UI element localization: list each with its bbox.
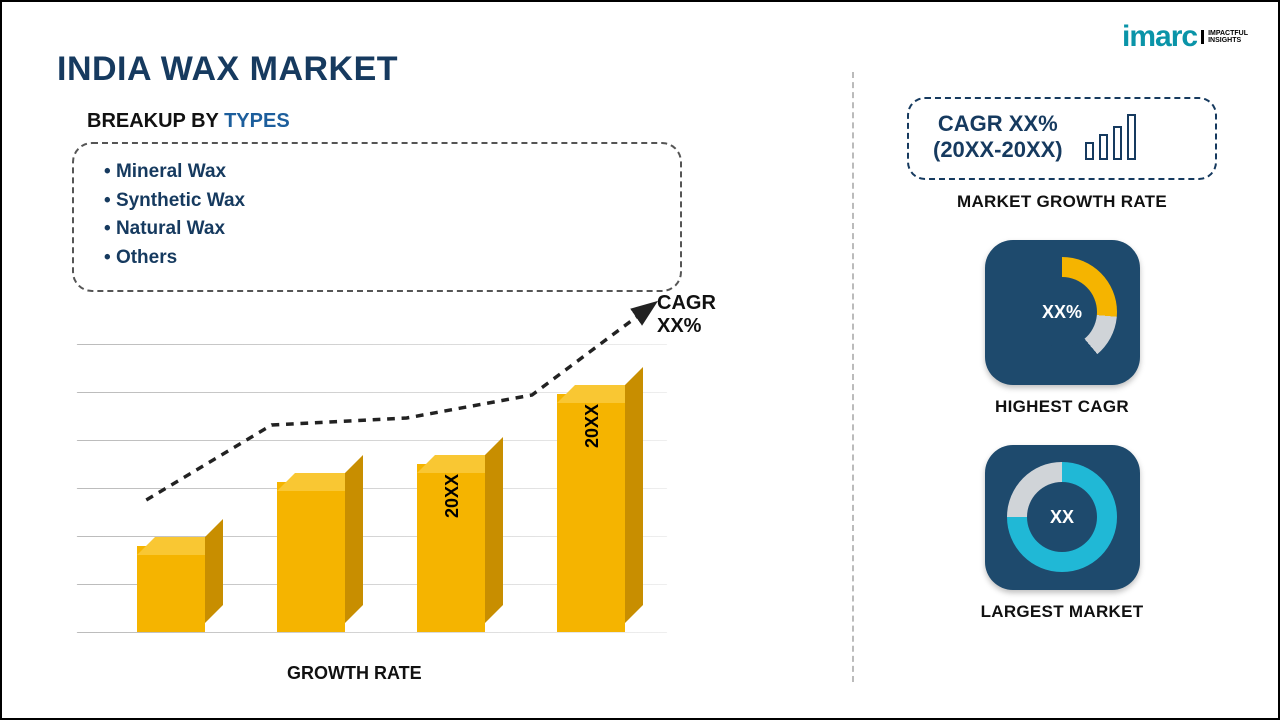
mini-bars-icon xyxy=(1085,114,1136,160)
page-title: INDIA WAX MARKET xyxy=(57,50,398,89)
cagr-summary-box: CAGR XX% (20XX-20XX) xyxy=(907,97,1217,180)
highest-cagr-value: XX% xyxy=(1027,277,1097,347)
vertical-divider xyxy=(852,72,854,682)
cagr-annotation: CAGR XX% xyxy=(657,292,717,338)
highest-cagr-card: XX% xyxy=(985,240,1140,385)
cagr-summary-text: CAGR XX% (20XX-20XX) xyxy=(933,111,1063,164)
market-growth-rate-title: MARKET GROWTH RATE xyxy=(957,192,1167,212)
chart-bar: 20XX xyxy=(417,464,485,632)
x-axis-label: GROWTH RATE xyxy=(287,663,422,684)
largest-market-value: XX xyxy=(1027,482,1097,552)
largest-market-title: LARGEST MARKET xyxy=(981,602,1144,622)
chart-bar: 20XX xyxy=(557,394,625,632)
growth-chart: CAGR XX% 20XX20XX GROWTH RATE xyxy=(77,312,717,672)
breakup-label: BREAKUP BY TYPES xyxy=(87,110,290,133)
type-item: Others xyxy=(104,244,650,273)
largest-market-donut: XX xyxy=(1007,462,1117,572)
chart-bar xyxy=(277,482,345,632)
highest-cagr-donut: XX% xyxy=(1007,257,1117,367)
bar-label: 20XX xyxy=(442,474,463,518)
type-item: Natural Wax xyxy=(104,215,650,244)
logo-text: imarc xyxy=(1122,20,1197,54)
types-list: Mineral Wax Synthetic Wax Natural Wax Ot… xyxy=(104,158,650,272)
types-box: Mineral Wax Synthetic Wax Natural Wax Ot… xyxy=(72,142,682,292)
logo: imarc IMPACTFUL INSIGHTS xyxy=(1122,20,1248,54)
largest-market-card: XX xyxy=(985,445,1140,590)
logo-tagline: IMPACTFUL INSIGHTS xyxy=(1201,30,1248,44)
type-item: Synthetic Wax xyxy=(104,187,650,216)
highest-cagr-title: HIGHEST CAGR xyxy=(995,397,1129,417)
right-column: CAGR XX% (20XX-20XX) MARKET GROWTH RATE … xyxy=(882,97,1242,622)
bar-label: 20XX xyxy=(582,404,603,448)
chart-bar xyxy=(137,546,205,632)
type-item: Mineral Wax xyxy=(104,158,650,187)
